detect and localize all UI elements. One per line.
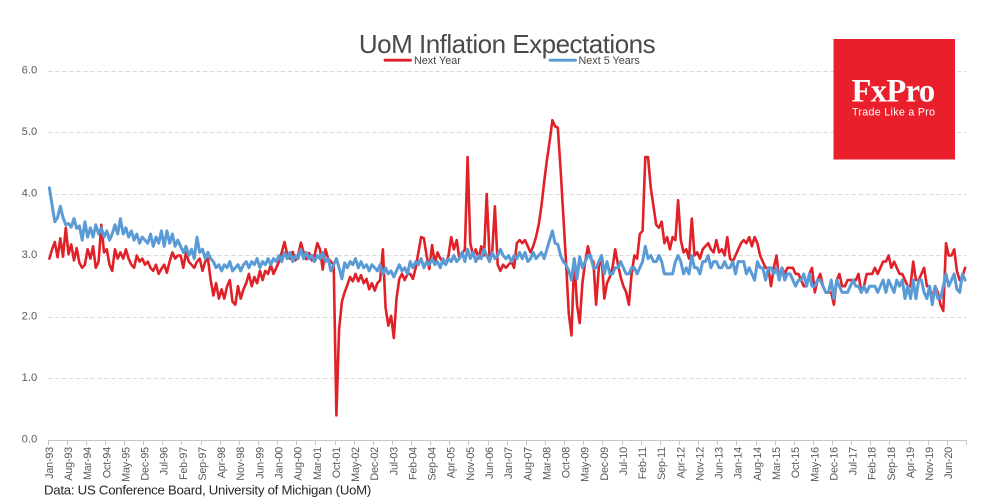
svg-text:Jan-93: Jan-93 xyxy=(44,447,56,479)
svg-text:Apr-05: Apr-05 xyxy=(446,447,458,478)
svg-text:Apr-19: Apr-19 xyxy=(905,447,917,478)
svg-text:Feb-11: Feb-11 xyxy=(637,447,649,479)
svg-text:Aug-14: Aug-14 xyxy=(752,447,764,481)
svg-text:Jan-00: Jan-00 xyxy=(273,447,285,479)
svg-text:Mar-94: Mar-94 xyxy=(82,447,94,480)
svg-text:Jun-99: Jun-99 xyxy=(254,447,266,479)
svg-text:Jun-06: Jun-06 xyxy=(484,447,496,479)
svg-text:Apr-12: Apr-12 xyxy=(675,447,687,478)
svg-text:Sep-97: Sep-97 xyxy=(197,447,209,481)
svg-text:Feb-18: Feb-18 xyxy=(867,447,879,480)
svg-text:Sep-04: Sep-04 xyxy=(427,447,439,481)
svg-text:Mar-01: Mar-01 xyxy=(312,447,324,480)
svg-text:Trade Like a Pro: Trade Like a Pro xyxy=(852,107,935,119)
svg-text:Dec-95: Dec-95 xyxy=(140,447,152,481)
svg-text:May-09: May-09 xyxy=(580,447,592,482)
svg-text:May-16: May-16 xyxy=(809,447,821,482)
svg-text:Apr-98: Apr-98 xyxy=(216,447,228,478)
svg-text:6.0: 6.0 xyxy=(22,65,38,77)
svg-text:Jul-03: Jul-03 xyxy=(388,447,400,475)
svg-text:Nov-12: Nov-12 xyxy=(694,447,706,481)
svg-text:0.0: 0.0 xyxy=(22,434,38,446)
svg-text:Aug-00: Aug-00 xyxy=(293,447,305,481)
svg-text:Sep-11: Sep-11 xyxy=(656,447,668,480)
svg-text:4.0: 4.0 xyxy=(22,188,38,200)
svg-text:Oct-01: Oct-01 xyxy=(331,447,343,478)
svg-text:Sep-18: Sep-18 xyxy=(886,447,898,481)
svg-text:1.0: 1.0 xyxy=(22,372,38,384)
svg-text:Dec-09: Dec-09 xyxy=(599,447,611,481)
svg-text:Jan-07: Jan-07 xyxy=(503,447,515,479)
svg-text:May-02: May-02 xyxy=(350,447,362,482)
svg-text:2.0: 2.0 xyxy=(22,311,38,323)
svg-text:FxPro: FxPro xyxy=(852,74,935,110)
svg-text:Oct-08: Oct-08 xyxy=(561,447,573,478)
svg-text:Dec-16: Dec-16 xyxy=(828,447,840,481)
svg-text:Jan-14: Jan-14 xyxy=(733,447,745,479)
svg-text:Oct-94: Oct-94 xyxy=(101,447,113,478)
svg-text:Oct-15: Oct-15 xyxy=(790,447,802,478)
svg-text:Jun-20: Jun-20 xyxy=(943,447,955,479)
svg-text:5.0: 5.0 xyxy=(22,126,38,138)
svg-text:Dec-02: Dec-02 xyxy=(369,447,381,481)
svg-text:Nov-19: Nov-19 xyxy=(924,447,936,481)
svg-text:Feb-97: Feb-97 xyxy=(178,447,190,480)
svg-text:Mar-08: Mar-08 xyxy=(541,447,553,480)
svg-text:Data: US Conference Board, Uni: Data: US Conference Board, University of… xyxy=(44,483,371,498)
svg-text:Next 5 Years: Next 5 Years xyxy=(579,55,641,67)
svg-text:Jun-13: Jun-13 xyxy=(714,447,726,479)
svg-text:Next Year: Next Year xyxy=(414,55,461,67)
svg-text:Feb-04: Feb-04 xyxy=(407,447,419,480)
svg-text:UoM Inflation Expectations: UoM Inflation Expectations xyxy=(359,29,656,59)
svg-text:Aug-07: Aug-07 xyxy=(522,447,534,481)
svg-text:Jul-96: Jul-96 xyxy=(159,447,171,475)
svg-text:May-95: May-95 xyxy=(120,447,132,482)
svg-text:Jul-17: Jul-17 xyxy=(848,447,860,475)
svg-text:Aug-93: Aug-93 xyxy=(63,447,75,481)
svg-text:3.0: 3.0 xyxy=(22,249,38,261)
svg-text:Jul-10: Jul-10 xyxy=(618,447,630,475)
svg-text:Nov-98: Nov-98 xyxy=(235,447,247,481)
svg-text:Nov-05: Nov-05 xyxy=(465,447,477,481)
svg-text:Mar-15: Mar-15 xyxy=(771,447,783,480)
